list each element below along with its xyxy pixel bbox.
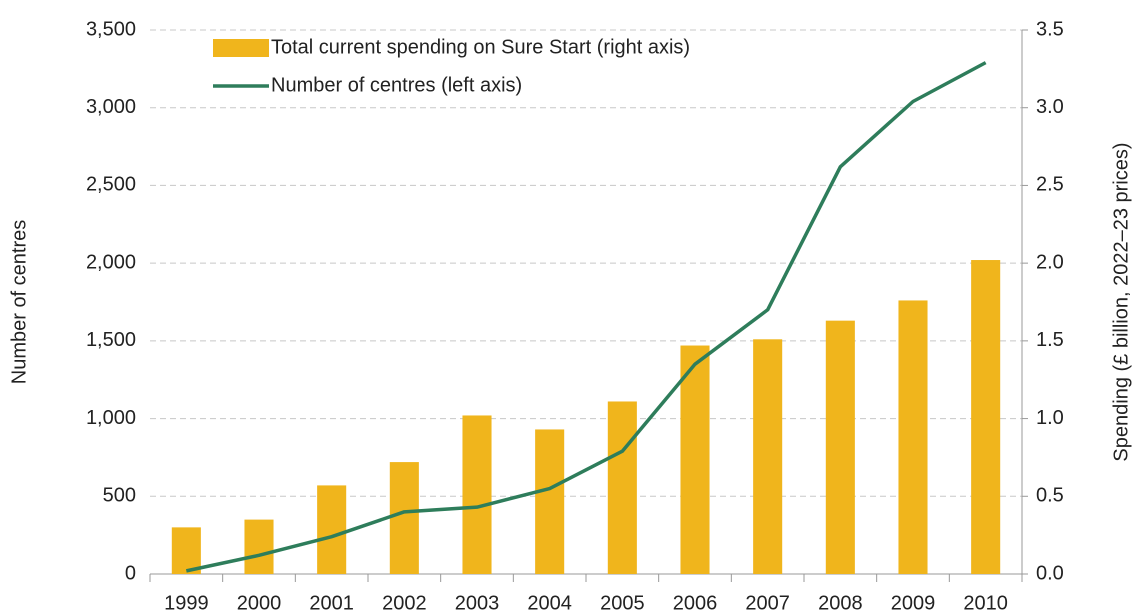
bar (825, 320, 855, 574)
bar (680, 345, 710, 574)
x-tick-label: 2001 (309, 592, 354, 614)
y-tick-label: 2,000 (86, 251, 136, 273)
x-tick-label: 2006 (673, 592, 718, 614)
y-axis-label: Number of centres (8, 220, 30, 385)
x-tick-label: 2002 (382, 592, 427, 614)
x-tick-label: 1999 (164, 592, 209, 614)
y2-tick-label: 2.0 (1036, 251, 1064, 273)
x-tick-label: 2000 (237, 592, 282, 614)
x-tick-label: 2007 (745, 592, 790, 614)
y2-tick-label: 1.0 (1036, 407, 1064, 429)
y2-tick-label: 3.5 (1036, 18, 1064, 40)
legend-label: Number of centres (left axis) (271, 74, 522, 96)
y-tick-label: 1,000 (86, 407, 136, 429)
legend-label: Total current spending on Sure Start (ri… (271, 36, 690, 58)
bar (171, 527, 201, 574)
bar (535, 429, 565, 574)
bar (462, 415, 492, 574)
bar (389, 462, 419, 574)
y2-tick-label: 1.5 (1036, 329, 1064, 351)
x-tick-label: 2009 (891, 592, 936, 614)
y-tick-label: 500 (103, 485, 136, 507)
legend-swatch (213, 39, 269, 57)
bar (898, 300, 928, 574)
y-tick-label: 1,500 (86, 329, 136, 351)
x-tick-label: 2010 (963, 592, 1008, 614)
y2-tick-label: 3.0 (1036, 96, 1064, 118)
bar (753, 339, 783, 574)
y-tick-label: 2,500 (86, 174, 136, 196)
bar (607, 401, 637, 574)
y-tick-label: 0 (125, 562, 136, 584)
x-tick-label: 2004 (527, 592, 572, 614)
y2-tick-label: 0.0 (1036, 562, 1064, 584)
bar (971, 260, 1001, 574)
y2-tick-label: 0.5 (1036, 485, 1064, 507)
y-tick-label: 3,000 (86, 96, 136, 118)
line (185, 61, 987, 573)
y-tick-label: 3,500 (86, 18, 136, 40)
y2-tick-label: 2.5 (1036, 174, 1064, 196)
bar (317, 485, 347, 574)
x-tick-label: 2005 (600, 592, 645, 614)
x-tick-label: 2008 (818, 592, 863, 614)
bar (244, 519, 274, 574)
x-tick-label: 2003 (455, 592, 500, 614)
y2-axis-label: Spending (£ billion, 2022–23 prices) (1110, 142, 1132, 461)
